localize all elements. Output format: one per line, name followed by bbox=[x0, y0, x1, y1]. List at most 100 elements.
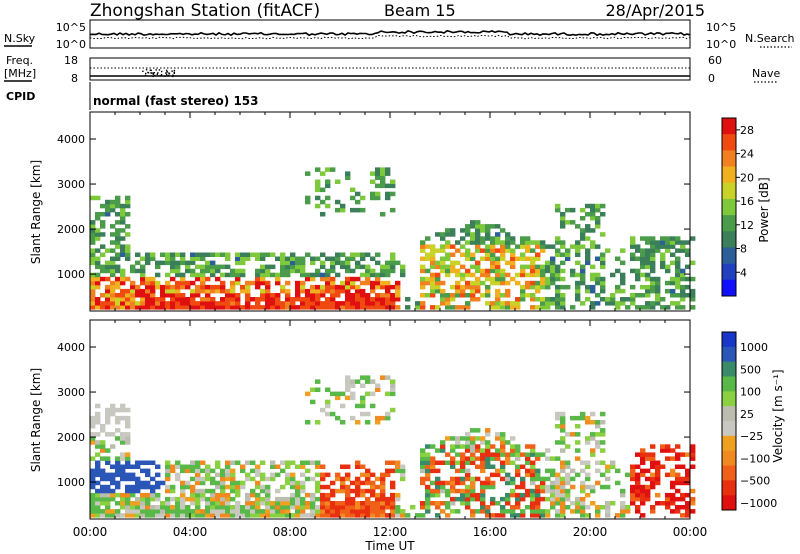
nave-point bbox=[149, 69, 152, 71]
heatmap-cell bbox=[175, 268, 181, 274]
heatmap-cell bbox=[490, 268, 496, 274]
heatmap-cell bbox=[555, 288, 561, 294]
heatmap-cell bbox=[685, 468, 691, 474]
heatmap-cell bbox=[555, 496, 561, 502]
heatmap-cell bbox=[490, 456, 496, 461]
heatmap-cell bbox=[440, 248, 446, 253]
heatmap-cell bbox=[615, 268, 621, 274]
heatmap-cell bbox=[350, 284, 356, 290]
heatmap-cell bbox=[175, 293, 181, 298]
heatmap-cell bbox=[200, 276, 206, 282]
heatmap-cell bbox=[370, 403, 376, 409]
heatmap-cell bbox=[645, 496, 651, 502]
heatmap-cell bbox=[120, 252, 126, 257]
heatmap-cell bbox=[590, 411, 596, 417]
heatmap-cell bbox=[245, 288, 251, 294]
heatmap-cell bbox=[520, 240, 526, 245]
heatmap-cell bbox=[420, 452, 426, 457]
heatmap-cell bbox=[265, 284, 271, 290]
heatmap-cell bbox=[545, 305, 551, 310]
heatmap-cell bbox=[120, 212, 126, 217]
heatmap-cell bbox=[300, 288, 306, 294]
heatmap-cell bbox=[555, 268, 561, 274]
heatmap-cell bbox=[590, 264, 596, 270]
heatmap-cell bbox=[285, 460, 291, 465]
heatmap-cell bbox=[90, 232, 96, 237]
heatmap-cell bbox=[380, 171, 386, 176]
heatmap-cell bbox=[420, 305, 426, 310]
heatmap-cell bbox=[290, 460, 296, 465]
heatmap-cell bbox=[320, 260, 326, 266]
heatmap-cell bbox=[355, 191, 361, 197]
heatmap-cell bbox=[455, 240, 461, 245]
heatmap-cell bbox=[345, 472, 351, 478]
heatmap-cell bbox=[255, 280, 261, 286]
heatmap-cell bbox=[135, 513, 141, 518]
cpid-value: normal (fast stereo) 153 bbox=[93, 94, 259, 108]
heatmap-cell bbox=[380, 501, 386, 506]
heatmap-cell bbox=[370, 191, 376, 197]
heatmap-cell bbox=[90, 284, 96, 290]
heatmap-cell bbox=[505, 509, 511, 514]
heatmap-cell bbox=[310, 496, 316, 502]
heatmap-cell bbox=[525, 284, 531, 290]
heatmap-cell bbox=[260, 476, 266, 482]
heatmap-cell bbox=[230, 472, 236, 478]
heatmap-cell bbox=[505, 244, 511, 249]
heatmap-cell bbox=[485, 513, 491, 518]
heatmap-cell bbox=[95, 228, 101, 233]
heatmap-cell bbox=[500, 432, 506, 437]
heatmap-cell bbox=[555, 293, 561, 298]
heatmap-cell bbox=[495, 472, 501, 478]
heatmap-cell bbox=[655, 480, 661, 486]
heatmap-cell bbox=[255, 301, 261, 306]
nsearch-label: N.Search bbox=[745, 32, 795, 45]
colorbar-swatch bbox=[722, 118, 736, 135]
heatmap-cell bbox=[690, 448, 696, 453]
heatmap-cell bbox=[95, 195, 101, 201]
heatmap-cell bbox=[230, 288, 236, 294]
heatmap-cell bbox=[430, 284, 436, 290]
heatmap-cell bbox=[510, 436, 516, 441]
heatmap-cell bbox=[320, 492, 326, 498]
heatmap-cell bbox=[305, 305, 311, 310]
heatmap-cell bbox=[300, 472, 306, 478]
heatmap-cell bbox=[310, 284, 316, 290]
heatmap-cell bbox=[360, 293, 366, 298]
heatmap-cell bbox=[645, 293, 651, 298]
heatmap-cell bbox=[280, 505, 286, 510]
heatmap-cell bbox=[325, 492, 331, 498]
heatmap-cell bbox=[350, 480, 356, 486]
heatmap-cell bbox=[525, 293, 531, 298]
heatmap-cell bbox=[380, 375, 386, 380]
heatmap-cell bbox=[520, 272, 526, 278]
heatmap-cell bbox=[205, 513, 211, 518]
heatmap-cell bbox=[355, 207, 361, 213]
heatmap-cell bbox=[505, 456, 511, 461]
heatmap-cell bbox=[340, 476, 346, 482]
heatmap-cell bbox=[170, 293, 176, 298]
heatmap-cell bbox=[465, 224, 471, 229]
heatmap-cell bbox=[480, 480, 486, 486]
heatmap-cell bbox=[675, 452, 681, 457]
heatmap-cell bbox=[470, 484, 476, 490]
heatmap-cell bbox=[685, 472, 691, 478]
heatmap-cell bbox=[595, 505, 601, 510]
heatmap-cell bbox=[500, 268, 506, 274]
heatmap-cell bbox=[650, 480, 656, 486]
heatmap-cell bbox=[365, 509, 371, 514]
heatmap-cell bbox=[525, 505, 531, 510]
heatmap-cell bbox=[155, 301, 161, 306]
y-tick-label: 3000 bbox=[57, 178, 85, 191]
heatmap-cell bbox=[90, 256, 96, 261]
heatmap-cell bbox=[395, 260, 401, 266]
heatmap-cell bbox=[280, 284, 286, 290]
heatmap-cell bbox=[560, 480, 566, 486]
heatmap-cell bbox=[630, 472, 636, 478]
heatmap-cell bbox=[555, 411, 561, 417]
heatmap-cell bbox=[155, 280, 161, 286]
heatmap-cell bbox=[345, 501, 351, 506]
heatmap-cell bbox=[395, 496, 401, 502]
heatmap-cell bbox=[95, 464, 101, 469]
heatmap-cell bbox=[110, 272, 116, 278]
